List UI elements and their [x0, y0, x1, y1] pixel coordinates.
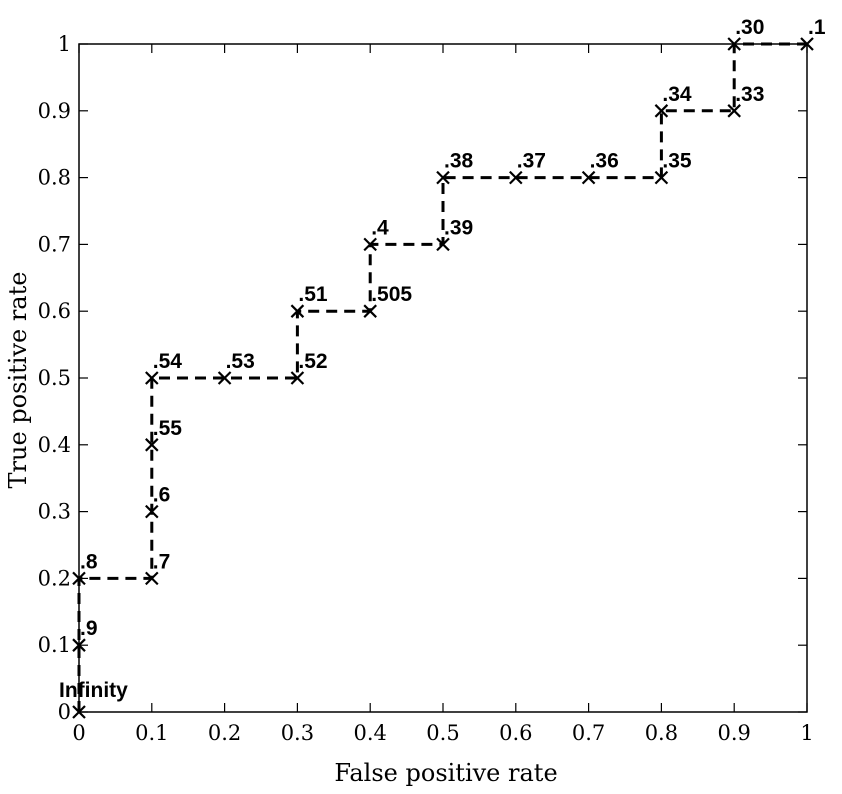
point-marker: [727, 37, 741, 51]
point-marker: [145, 438, 159, 452]
point-marker: [727, 104, 741, 118]
x-tick-label: 0: [72, 721, 85, 745]
point-label: .34: [662, 83, 692, 106]
point-marker: [654, 104, 669, 118]
point-marker: [436, 237, 450, 252]
point-marker: [363, 237, 377, 252]
point-label: .37: [517, 150, 546, 173]
point-marker: [509, 170, 523, 185]
y-tick-label: 0.5: [38, 366, 71, 390]
x-tick-label: 0.9: [717, 721, 750, 745]
x-tick-label: 0.6: [499, 721, 532, 745]
point-label: .54: [153, 350, 183, 373]
y-tick-label: 0.8: [38, 166, 71, 190]
point-label: .8: [80, 550, 98, 573]
point-marker: [290, 304, 305, 318]
x-tick-label: 0.5: [426, 721, 459, 745]
point-marker: [72, 571, 86, 586]
point-label: .7: [153, 550, 171, 573]
point-label: .51: [298, 283, 328, 306]
point-marker: [436, 170, 450, 185]
point-label: .1: [808, 16, 826, 39]
x-tick-label: 0.4: [353, 721, 386, 745]
point-marker: [72, 705, 86, 719]
point-label: .35: [662, 150, 692, 173]
point-marker: [145, 571, 159, 586]
y-tick-label: 0.9: [38, 99, 71, 123]
point-label: .39: [444, 216, 473, 239]
x-tick-label: 0.3: [281, 721, 314, 745]
point-marker: [217, 371, 232, 385]
axis-ticks: [78, 43, 808, 713]
y-tick-label: 1: [58, 32, 71, 56]
x-axis-title: False positive rate: [334, 759, 557, 787]
point-label: .30: [735, 16, 764, 39]
point-label: .36: [590, 150, 619, 173]
x-tick-label: 0.7: [572, 721, 605, 745]
axis-tick-labels: 0 0.1 0.2 0.3 0.4 0.5 0.6 0.7 0.8 0.9 1 0 0.1 0.2 0.3 0…: [38, 32, 814, 745]
point-label: .33: [735, 83, 764, 106]
y-tick-label: 0.1: [38, 633, 71, 657]
point-label: .38: [444, 150, 474, 173]
point-label: .6: [153, 484, 171, 507]
point-markers: [72, 37, 814, 719]
point-marker: [145, 371, 159, 385]
x-tick-label: 0.8: [645, 721, 678, 745]
point-labels: Infinity .9 .8 .7 .6 .55 .54 .53 .52 .51 .505 .4 .39…: [59, 16, 826, 702]
point-marker: [145, 504, 159, 519]
x-tick-label: 0.1: [135, 721, 168, 745]
y-tick-label: 0.4: [38, 433, 71, 457]
roc-curve: [77, 42, 807, 712]
point-marker: [654, 170, 669, 185]
y-tick-label: 0.2: [38, 566, 71, 590]
point-label: .9: [80, 617, 98, 640]
point-label: Infinity: [59, 679, 128, 702]
point-marker: [363, 304, 377, 318]
point-marker: [800, 37, 814, 51]
point-label: .505: [371, 283, 412, 306]
point-marker: [72, 638, 86, 652]
point-marker: [581, 170, 596, 185]
point-label: .53: [226, 350, 255, 373]
x-tick-label: 1: [800, 721, 813, 745]
y-tick-label: 0.7: [38, 232, 71, 256]
y-tick-label: 0.6: [38, 299, 71, 323]
y-tick-label: 0: [58, 700, 71, 724]
point-marker: [290, 371, 305, 385]
plot-frame: [78, 43, 808, 713]
point-label: .4: [371, 216, 389, 239]
point-label: .55: [153, 417, 183, 440]
y-tick-label: 0.3: [38, 500, 71, 524]
y-axis-title: True positive rate: [4, 272, 32, 489]
x-tick-label: 0.2: [208, 721, 241, 745]
point-label: .52: [298, 350, 327, 373]
